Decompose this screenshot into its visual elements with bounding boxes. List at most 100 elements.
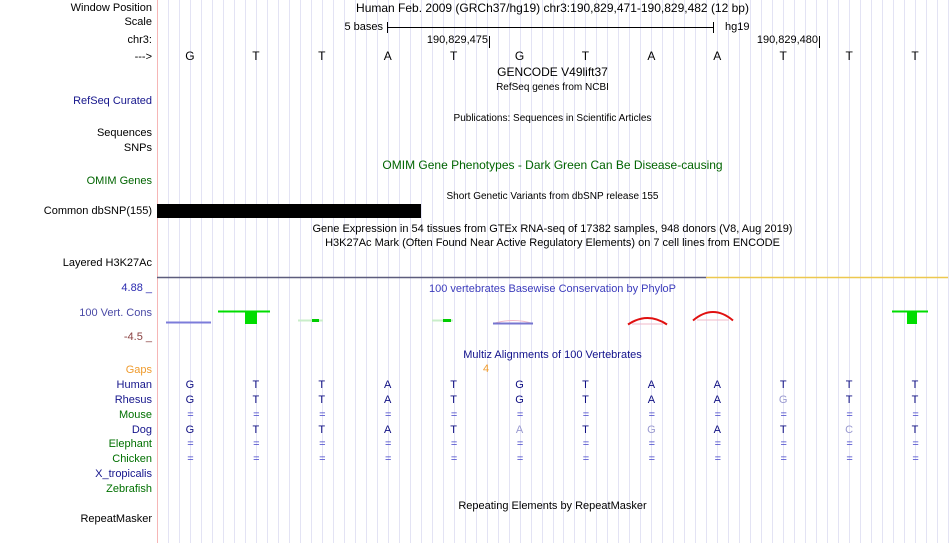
alignment-cell: T	[779, 379, 787, 391]
alignment-cell: =	[319, 408, 325, 421]
gridline	[431, 0, 433, 543]
track-label-common-dbsnp[interactable]: Common dbSNP(155)	[43, 205, 152, 217]
alignment-cell: G	[185, 423, 195, 436]
gridline	[739, 0, 741, 543]
dbsnp-variant-bar[interactable]	[157, 204, 421, 218]
alignment-cell: T	[779, 423, 787, 436]
alignment-cell: G	[778, 393, 788, 406]
gridline	[530, 0, 532, 543]
track-label-snps[interactable]: SNPs	[123, 142, 152, 154]
species-label-elephant[interactable]: Elephant	[108, 438, 152, 451]
gridline	[475, 0, 477, 543]
gridline	[629, 0, 631, 543]
alignment-cell: T	[845, 379, 853, 391]
species-label-zebrafish[interactable]: Zebrafish	[106, 482, 152, 495]
track-title-gencode[interactable]: GENCODE V49lift37	[497, 65, 608, 79]
gridline	[805, 0, 807, 543]
gridline	[365, 0, 367, 543]
track-label-layered-h3k27ac[interactable]: Layered H3K27Ac	[62, 257, 152, 269]
track-subtitle-refseq[interactable]: RefSeq genes from NCBI	[496, 82, 609, 93]
gridline	[167, 0, 169, 543]
alignment-cell: A	[713, 393, 721, 406]
gridline	[376, 0, 378, 543]
gridline	[563, 0, 565, 543]
track-title-omim[interactable]: OMIM Gene Phenotypes - Dark Green Can Be…	[382, 158, 723, 172]
gridline	[915, 0, 917, 543]
track-title-repeatmasker[interactable]: Repeating Elements by RepeatMasker	[458, 500, 647, 512]
track-label-repeatmasker[interactable]: RepeatMasker	[80, 513, 152, 525]
gridline	[706, 0, 708, 543]
track-label-sequences[interactable]: Sequences	[96, 127, 152, 139]
gridline	[849, 0, 851, 543]
alignment-cell: =	[384, 438, 391, 451]
gridline	[607, 0, 609, 543]
alignment-cell: =	[384, 453, 391, 466]
track-label-gaps[interactable]: Gaps	[125, 364, 152, 376]
alignment-cell: G	[185, 393, 195, 406]
gridline	[453, 0, 455, 543]
track-label-omim-genes[interactable]: OMIM Genes	[86, 175, 152, 187]
alignment-cell: C	[845, 423, 854, 436]
species-label-rhesus[interactable]: Rhesus	[114, 393, 152, 406]
alignment-cell: =	[846, 438, 852, 451]
gridline	[948, 0, 949, 543]
track-title-gtex[interactable]: Gene Expression in 54 tissues from GTEx …	[312, 223, 793, 235]
gridline	[497, 0, 499, 543]
conservation-mark	[692, 311, 734, 322]
alignment-cell: =	[780, 453, 786, 466]
gridline	[871, 0, 873, 543]
alignment-cell: A	[713, 379, 721, 391]
track-title-conservation[interactable]: 100 vertebrates Basewise Conservation by…	[428, 283, 677, 295]
track-label-100-vert-cons[interactable]: 100 Vert. Cons	[79, 307, 152, 319]
gridline	[574, 0, 576, 543]
gridline	[585, 0, 587, 543]
alignment-cell: =	[319, 438, 325, 451]
track-label-chrom: chr3:	[127, 34, 152, 46]
track-label-window-position: Window Position	[70, 2, 152, 14]
alignment-cell: =	[582, 453, 589, 466]
gridline	[728, 0, 730, 543]
gridline	[409, 0, 411, 543]
gridline	[200, 0, 202, 543]
alignment-cell: =	[516, 408, 523, 421]
species-label-dog[interactable]: Dog	[131, 423, 152, 436]
alignment-cell: =	[582, 408, 589, 421]
track-title-multiz[interactable]: Multiz Alignments of 100 Vertebrates	[463, 349, 642, 361]
ruler-tick-label-2: 190,829,480	[756, 34, 818, 46]
track-title-dbsnp[interactable]: Short Genetic Variants from dbSNP releas…	[446, 191, 659, 202]
gridline	[662, 0, 664, 543]
gridline	[211, 0, 213, 543]
sequence-base: T	[449, 49, 458, 63]
species-label-x_tropicalis[interactable]: X_tropicalis	[95, 468, 152, 481]
alignment-cell: T	[450, 379, 457, 391]
gridline	[288, 0, 290, 543]
sequence-base: G	[514, 49, 525, 63]
alignment-cell: T	[252, 379, 260, 391]
alignment-cell: G	[515, 379, 524, 391]
species-label-mouse[interactable]: Mouse	[118, 408, 152, 421]
scale-bar	[387, 27, 713, 28]
gridline	[552, 0, 554, 543]
track-title-h3k27ac[interactable]: H3K27Ac Mark (Often Found Near Active Re…	[325, 237, 780, 249]
alignment-cell: G	[515, 393, 524, 406]
gridline	[387, 0, 389, 543]
alignment-cell: =	[912, 408, 918, 421]
alignment-cell: =	[450, 408, 457, 421]
gridline	[761, 0, 763, 543]
alignment-cell: =	[912, 453, 918, 466]
alignment-cell: =	[516, 453, 523, 466]
sequence-base: G	[185, 49, 195, 63]
conservation-mark	[443, 319, 451, 322]
track-label-refseq-curated[interactable]: RefSeq Curated	[73, 95, 152, 107]
track-label-strand-arrow[interactable]: --->	[134, 51, 152, 63]
sequence-base: T	[779, 49, 787, 63]
gridline	[695, 0, 697, 543]
alignment-cell: A	[647, 379, 656, 391]
species-label-chicken[interactable]: Chicken	[112, 453, 152, 466]
sequence-base: A	[647, 49, 656, 63]
conservation-mark	[245, 311, 257, 324]
gridline	[827, 0, 829, 543]
track-title-publications[interactable]: Publications: Sequences in Scientific Ar…	[453, 113, 652, 124]
species-label-human[interactable]: Human	[116, 379, 152, 391]
